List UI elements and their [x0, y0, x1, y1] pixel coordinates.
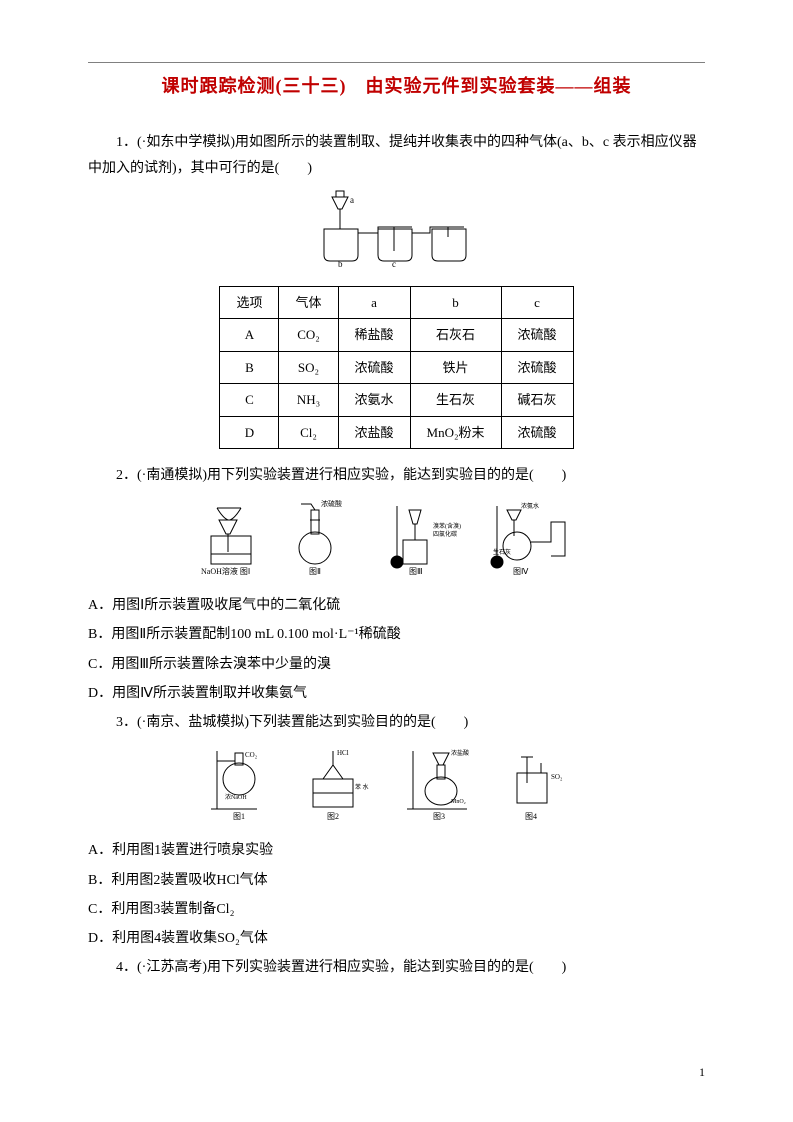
page-title: 课时跟踪检测(三十三) 由实验元件到实验套装——组装: [88, 70, 705, 102]
svg-text:MnO₂: MnO₂: [451, 799, 466, 805]
th: 气体: [279, 286, 338, 318]
page-number: 1: [699, 1062, 705, 1084]
td: 浓硫酸: [501, 416, 573, 448]
q2-optA: A．用图Ⅰ所示装置吸收尾气中的二氧化硫: [88, 593, 705, 618]
q4-stem: 4．(·江苏高考)用下列实验装置进行相应实验，能达到实验目的的是( ): [88, 955, 705, 980]
svg-text:图4: 图4: [525, 812, 537, 821]
svg-text:图Ⅱ: 图Ⅱ: [309, 567, 321, 576]
q3-optD: D．利用图4装置收集SO₂气体: [88, 926, 705, 951]
svg-text:图3: 图3: [433, 812, 445, 821]
td: B: [220, 351, 279, 383]
th: a: [338, 286, 410, 318]
svg-text:b: b: [338, 259, 343, 267]
th: 选项: [220, 286, 279, 318]
th: b: [410, 286, 501, 318]
td: C: [220, 384, 279, 416]
td: 石灰石: [410, 319, 501, 351]
svg-text:c: c: [392, 259, 396, 267]
svg-text:浓NaOH: 浓NaOH: [225, 793, 247, 801]
td: 碱石灰: [501, 384, 573, 416]
q1-stem: 1．(·如东中学模拟)用如图所示的装置制取、提纯并收集表中的四种气体(a、b、c…: [88, 130, 705, 180]
svg-text:图Ⅳ: 图Ⅳ: [513, 567, 529, 576]
td: 浓盐酸: [338, 416, 410, 448]
td: Cl₂: [279, 416, 338, 448]
td: MnO₂粉末: [410, 416, 501, 448]
svg-text:HCl: HCl: [337, 749, 349, 757]
svg-text:a: a: [350, 195, 354, 205]
svg-text:浓氨水: 浓氨水: [521, 502, 539, 510]
td: CO₂: [279, 319, 338, 351]
th: c: [501, 286, 573, 318]
svg-text:苯 水: 苯 水: [355, 783, 369, 791]
svg-text:生石灰: 生石灰: [493, 548, 511, 556]
q1-table: 选项 气体 a b c A CO₂ 稀盐酸 石灰石 浓硫酸 B SO₂ 浓硫酸 …: [219, 286, 573, 449]
td: 生石灰: [410, 384, 501, 416]
td: 稀盐酸: [338, 319, 410, 351]
td: D: [220, 416, 279, 448]
td: 浓硫酸: [501, 319, 573, 351]
q3-optB: B．利用图2装置吸收HCl气体: [88, 868, 705, 893]
q2-figure: NaOH溶液 图Ⅰ 图Ⅱ 浓硫酸 图Ⅲ 溴苯(含溴) 四氯化碳 图Ⅳ 浓氨水 生…: [88, 496, 705, 585]
svg-text:图1: 图1: [233, 812, 245, 821]
q3-figure: CO₂ 浓NaOH 图1 HCl 苯 水 图2 浓盐酸 MnO₂ 图3 SO₂ …: [88, 743, 705, 830]
svg-text:浓硫酸: 浓硫酸: [321, 499, 342, 508]
svg-text:图2: 图2: [327, 812, 339, 821]
td: 浓氨水: [338, 384, 410, 416]
q3-optA: A．利用图1装置进行喷泉实验: [88, 838, 705, 863]
svg-text:NaOH溶液 图Ⅰ: NaOH溶液 图Ⅰ: [201, 566, 250, 576]
q3-optC: C．利用图3装置制备Cl₂: [88, 897, 705, 922]
q3-stem: 3．(·南京、盐城模拟)下列装置能达到实验目的的是( ): [88, 710, 705, 735]
td: 铁片: [410, 351, 501, 383]
svg-text:浓盐酸: 浓盐酸: [451, 749, 469, 757]
td: A: [220, 319, 279, 351]
q2-optC: C．用图Ⅲ所示装置除去溴苯中少量的溴: [88, 652, 705, 677]
svg-text:溴苯(含溴): 溴苯(含溴): [433, 522, 461, 530]
q1-figure: a b c: [88, 189, 705, 276]
svg-text:CO₂: CO₂: [245, 751, 258, 759]
q2-stem: 2．(·南通模拟)用下列实验装置进行相应实验，能达到实验目的的是( ): [88, 463, 705, 488]
td: SO₂: [279, 351, 338, 383]
td: 浓硫酸: [338, 351, 410, 383]
svg-text:图Ⅲ: 图Ⅲ: [409, 567, 423, 576]
svg-text:SO₂: SO₂: [551, 773, 563, 781]
top-rule: [88, 62, 705, 63]
q2-optD: D．用图Ⅳ所示装置制取并收集氨气: [88, 681, 705, 706]
td: 浓硫酸: [501, 351, 573, 383]
td: NH₃: [279, 384, 338, 416]
q2-optB: B．用图Ⅱ所示装置配制100 mL 0.100 mol·L⁻¹稀硫酸: [88, 622, 705, 647]
svg-text:四氯化碳: 四氯化碳: [433, 530, 457, 538]
